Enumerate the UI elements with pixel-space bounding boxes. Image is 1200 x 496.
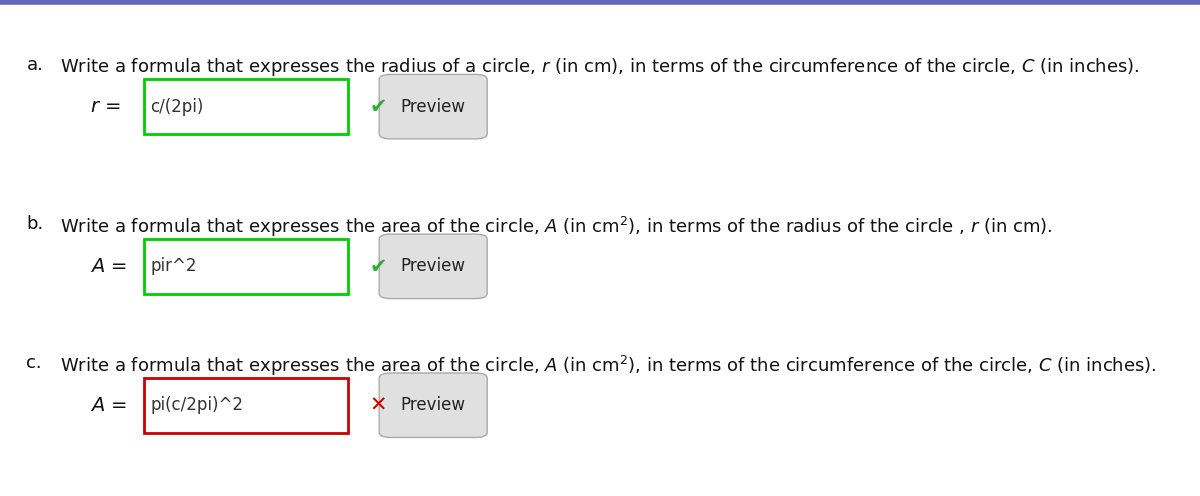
Text: Preview: Preview (401, 396, 466, 414)
FancyBboxPatch shape (144, 79, 348, 134)
Text: ✔: ✔ (370, 256, 388, 276)
Text: c/(2pi): c/(2pi) (150, 98, 203, 116)
Text: Write a formula that expresses the radius of a circle, $r$ (in cm), in terms of : Write a formula that expresses the radiu… (60, 56, 1140, 77)
FancyBboxPatch shape (379, 74, 487, 139)
FancyBboxPatch shape (379, 234, 487, 299)
Text: pir^2: pir^2 (150, 257, 197, 275)
Text: Write a formula that expresses the area of the circle, $A$ (in cm$^2$), in terms: Write a formula that expresses the area … (60, 215, 1052, 240)
Text: ✕: ✕ (370, 395, 388, 415)
Text: $A$ =: $A$ = (90, 257, 127, 276)
FancyBboxPatch shape (144, 239, 348, 294)
Text: c.: c. (26, 354, 42, 372)
FancyBboxPatch shape (379, 373, 487, 437)
Text: Preview: Preview (401, 257, 466, 275)
Text: Write a formula that expresses the area of the circle, $A$ (in cm$^2$), in terms: Write a formula that expresses the area … (60, 354, 1157, 378)
Text: ✔: ✔ (370, 97, 388, 117)
Text: pi(c/2pi)^2: pi(c/2pi)^2 (150, 396, 242, 414)
Text: $A$ =: $A$ = (90, 396, 127, 415)
Text: $r$ =: $r$ = (90, 97, 120, 116)
FancyBboxPatch shape (144, 378, 348, 433)
Text: a.: a. (26, 56, 43, 73)
Text: Preview: Preview (401, 98, 466, 116)
Text: b.: b. (26, 215, 43, 233)
